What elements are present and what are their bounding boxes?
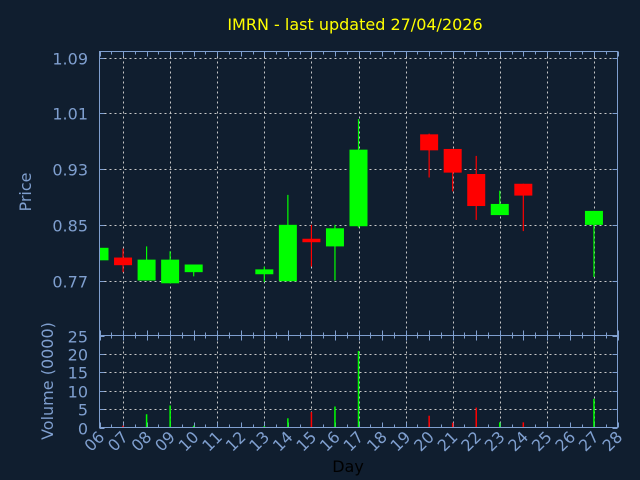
volume-bar xyxy=(263,426,266,428)
volume-bar xyxy=(451,422,454,428)
plot-layer: 0.770.850.931.011.0905101520250607080910… xyxy=(52,50,626,456)
candle-body xyxy=(184,264,203,273)
volume-bar xyxy=(122,425,124,428)
volume-bar xyxy=(310,412,313,428)
volume-bar xyxy=(287,418,289,428)
x-tick-label: 28 xyxy=(598,427,626,455)
candle-body xyxy=(443,148,462,173)
volume-bar xyxy=(522,422,525,428)
candles xyxy=(99,119,603,284)
volume-tick-label: 15 xyxy=(68,364,88,383)
price-tick-label: 0.77 xyxy=(52,273,88,292)
x-axis-label: Day xyxy=(332,457,364,476)
candle-body xyxy=(490,203,509,216)
chart-title: IMRN - last updated 27/04/2026 xyxy=(227,15,482,34)
volume-axis-label: Volume (0000) xyxy=(38,322,57,440)
candle-body xyxy=(161,259,180,284)
volume-bar xyxy=(428,415,430,428)
volume-tick-label: 5 xyxy=(78,401,88,420)
price-tick-label: 1.09 xyxy=(52,50,88,69)
candle-body xyxy=(349,149,368,227)
candle-body xyxy=(467,174,486,207)
volume-panel-frame xyxy=(99,335,618,428)
candle-body xyxy=(420,134,439,151)
volume-tick-label: 25 xyxy=(68,328,88,347)
volume-bar xyxy=(475,407,477,428)
candle-body xyxy=(584,210,603,225)
price-tick-label: 0.93 xyxy=(52,161,88,180)
candle-body xyxy=(114,257,133,266)
candle-body xyxy=(137,259,156,281)
volume-bar xyxy=(334,406,336,428)
volume-tick-label: 10 xyxy=(68,383,88,402)
candle-body xyxy=(325,228,344,247)
price-tick-label: 0.85 xyxy=(52,217,88,236)
candle-body xyxy=(99,247,109,261)
price-tick-label: 1.01 xyxy=(52,105,88,124)
volume-bar xyxy=(357,350,360,428)
volume-bar xyxy=(499,422,501,428)
candle-body xyxy=(514,183,533,196)
candle-body xyxy=(302,238,321,243)
volume-bar xyxy=(593,398,595,428)
candle-body xyxy=(255,269,274,275)
price-axis-label: Price xyxy=(16,172,35,211)
candle-body xyxy=(278,224,297,282)
volume-tick-label: 0 xyxy=(78,420,88,439)
volume-bar xyxy=(145,414,148,428)
volume-bar xyxy=(169,405,171,428)
volume-tick-label: 20 xyxy=(68,346,88,365)
volume-bar xyxy=(192,425,195,428)
